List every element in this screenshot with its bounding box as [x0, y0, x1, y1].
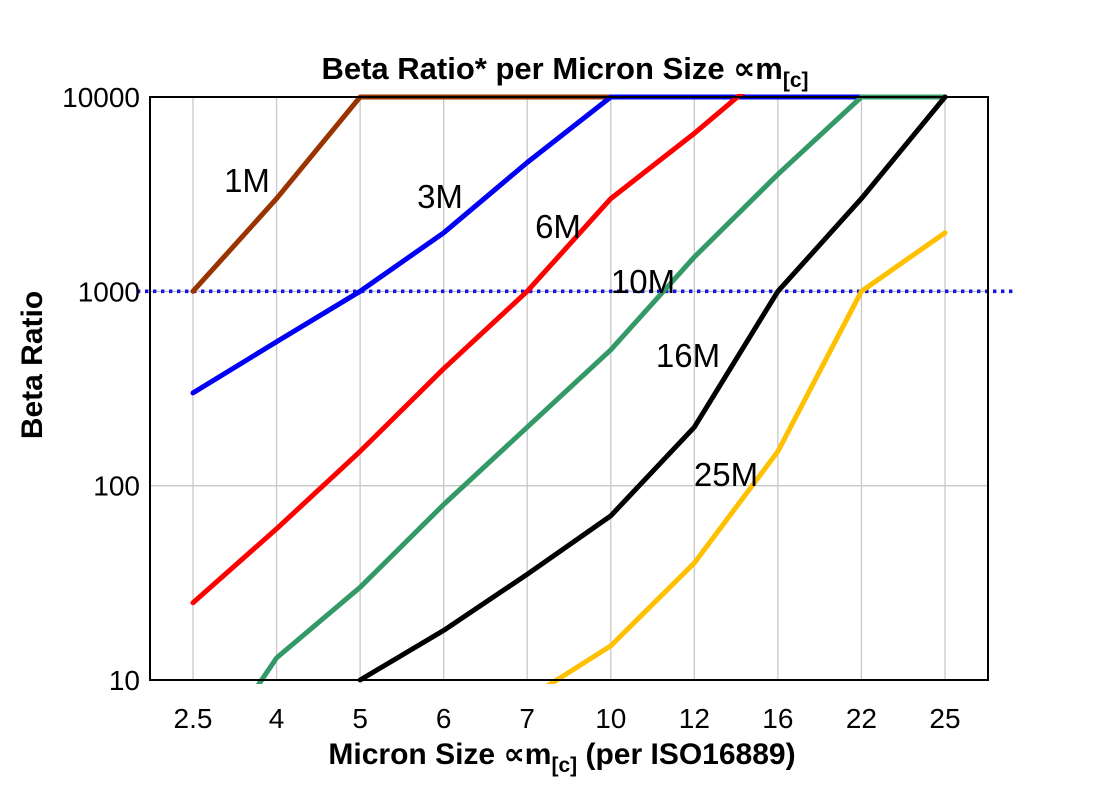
x-tick-label: 7	[519, 703, 535, 734]
x-tick-label: 22	[846, 703, 877, 734]
series-line-16M	[357, 94, 948, 683]
y-tick-label: 10	[109, 665, 140, 696]
x-tick-label: 2.5	[174, 703, 213, 734]
series-line-10M	[255, 94, 948, 684]
x-tick-label: 6	[436, 703, 452, 734]
series-label-25M: 25M	[694, 456, 758, 493]
series-line-6M	[190, 94, 745, 606]
y-tick-label: 1000	[78, 276, 140, 307]
y-tick-label: 100	[93, 471, 140, 502]
chart-title-subscript: [c]	[783, 69, 809, 92]
axis-tick-labels: 2.5 4 5 6 7 10 12 16 22 25 10 100 1000 10000	[62, 82, 960, 734]
chart-title: Beta Ratio* per Micron Size ∝m[c]	[321, 51, 808, 92]
series-label-6M: 6M	[535, 208, 581, 245]
x-tick-label: 4	[269, 703, 285, 734]
series-label-3M: 3M	[417, 178, 463, 215]
x-tick-label: 25	[929, 703, 960, 734]
series-label-16M: 16M	[656, 337, 720, 374]
y-axis-title: Beta Ratio	[16, 291, 49, 439]
series-labels: 1M 3M 6M 10M 16M 25M	[224, 162, 758, 493]
series-label-10M: 10M	[611, 263, 675, 300]
series-label-1M: 1M	[224, 162, 270, 199]
series-line-25M	[545, 230, 948, 684]
plot-border	[149, 96, 989, 681]
x-tick-label: 10	[595, 703, 626, 734]
y-tick-label: 10000	[62, 82, 140, 113]
plot-frame	[149, 96, 989, 681]
x-tick-label: 16	[762, 703, 793, 734]
x-axis-title: Micron Size ∝m[c] (per ISO16889)	[328, 738, 795, 777]
x-tick-label: 12	[679, 703, 710, 734]
x-axis-title-subscript: [c]	[551, 754, 577, 777]
series-lines	[190, 94, 948, 684]
x-tick-label: 5	[352, 703, 368, 734]
